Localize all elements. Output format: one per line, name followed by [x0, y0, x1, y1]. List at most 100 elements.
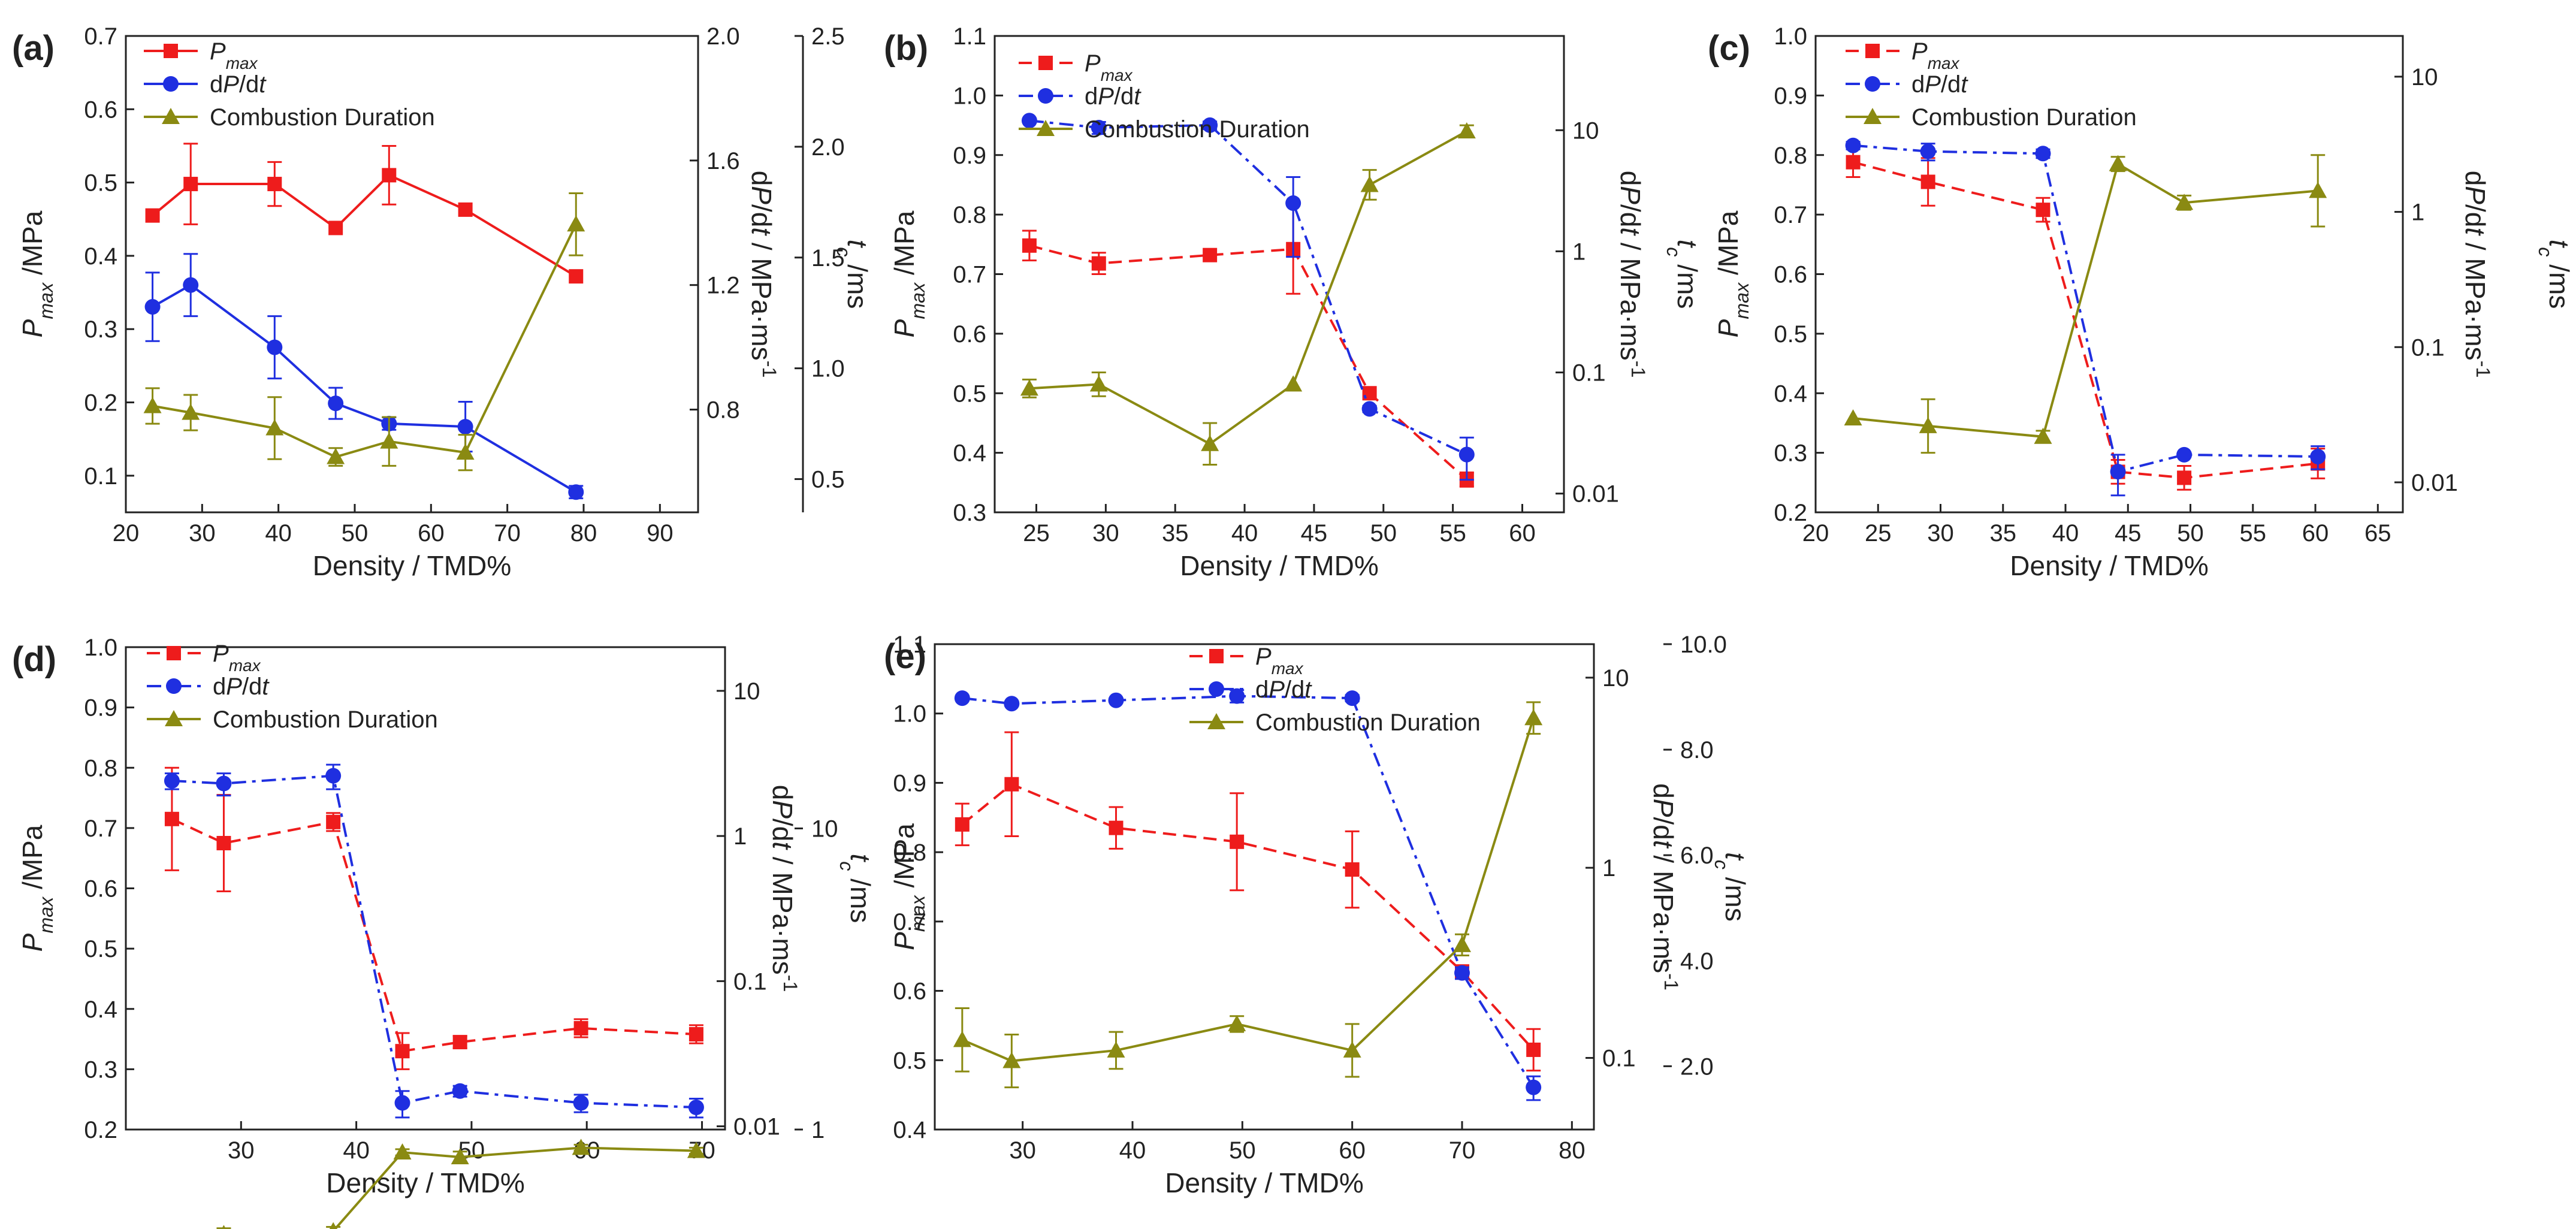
- panel-d: 30405060700.20.30.40.50.60.70.80.91.00.0…: [12, 635, 876, 1229]
- y1-tick-label: 0.5: [84, 936, 117, 962]
- data-point-pmax-5: [573, 1020, 588, 1035]
- x-tick-label: 40: [1231, 520, 1258, 546]
- y1-tick-label: 0.6: [84, 96, 117, 123]
- y1-tick-label: 0.2: [84, 390, 117, 416]
- panel-label: (c): [1708, 29, 1750, 68]
- y2-tick-label: 0.01: [1572, 481, 1619, 508]
- data-point-combustionduration-legend: [1207, 713, 1225, 729]
- series-line: [1029, 244, 1468, 481]
- y1-tick-label: 0.5: [84, 170, 117, 197]
- data-point-dpdt-6: [1526, 1079, 1542, 1095]
- data-point-pmax-4: [1345, 862, 1360, 877]
- x-tick-label: 40: [2052, 520, 2079, 546]
- series-line: [152, 224, 578, 458]
- y1-tick-label: 0.7: [84, 816, 117, 842]
- data-point-dpdt-1: [216, 775, 232, 792]
- x-tick-label: 50: [2177, 520, 2204, 546]
- data-point-dpdt-1: [1004, 696, 1020, 712]
- y2-tick-label: 10: [733, 678, 760, 705]
- y2-tick-label: 2.0: [706, 23, 740, 50]
- series-line: [1029, 130, 1467, 446]
- y2-tick-label: 1: [1602, 855, 1615, 881]
- y1-tick-label: 0.7: [1774, 202, 1807, 228]
- y1-tick-label: 0.2: [84, 1117, 117, 1143]
- data-point-combustionduration-4: [2175, 194, 2194, 210]
- series-dpdt: [164, 763, 704, 1119]
- plot-frame: [934, 643, 1595, 1131]
- legend-label: Pmax: [210, 38, 258, 73]
- y1-tick-label: 0.6: [893, 979, 926, 1005]
- data-point-dpdt-legend: [1865, 76, 1880, 92]
- series-line: [171, 817, 697, 1053]
- series-line: [962, 717, 1535, 1062]
- x-tick-label: 35: [1990, 520, 2017, 546]
- series-pmax: [145, 143, 584, 284]
- y1-tick-label: 0.5: [1774, 321, 1807, 348]
- data-point-combustionduration-5: [1457, 122, 1476, 138]
- data-point-combustionduration-6: [1524, 709, 1543, 726]
- data-point-combustionduration-4: [1360, 176, 1379, 192]
- data-point-dpdt-4: [1344, 690, 1360, 706]
- data-point-combustionduration-2: [329, 1222, 337, 1229]
- series-combustionduration: [1844, 154, 2327, 454]
- x-tick-label: 90: [647, 520, 674, 546]
- y1-tick-label: 0.8: [953, 202, 986, 228]
- y2-tick-label: 0.8: [706, 397, 740, 424]
- data-point-dpdt-1: [183, 277, 199, 293]
- data-point-dpdt-2: [325, 768, 342, 784]
- legend-label: Combustion Duration: [1911, 104, 2137, 131]
- data-point-dpdt-2: [267, 339, 283, 355]
- y1-tick-label: 0.5: [953, 381, 986, 407]
- y3-axis-title: tc /ms: [2535, 240, 2575, 309]
- y1-tick-label: 0.3: [84, 1056, 117, 1083]
- series-line: [171, 774, 697, 1109]
- series-line: [1029, 119, 1467, 456]
- x-tick-label: 40: [343, 1137, 370, 1164]
- y1-tick-label: 0.1: [84, 463, 117, 490]
- panel-b: 25 30 35 40 45 50 55 60 0.3 0.4 0.5 0.6 0.7 0.8 0.9 1.0…: [884, 23, 1703, 581]
- data-point-dpdt-5: [1454, 965, 1470, 981]
- y1-tick-label: 1.0: [953, 83, 986, 109]
- y1-tick-label: 0.6: [84, 876, 117, 902]
- panel-a: 20 30 40 50 60 70 80 90 0.1 0.2 0.3 0.4 0.5 0.6 0.7 0.8…: [12, 23, 873, 581]
- x-tick-label: 55: [2240, 520, 2267, 546]
- x-axis-title: Density / TMD%: [1180, 550, 1378, 581]
- series-line: [152, 173, 577, 277]
- series-line: [1853, 144, 2318, 473]
- data-point-pmax-2: [1203, 247, 1218, 262]
- x-tick-label: 70: [1449, 1137, 1476, 1164]
- x-tick-label: 50: [342, 520, 369, 546]
- y1-tick-label: 1.1: [893, 632, 926, 658]
- data-point-pmax-4: [2177, 470, 2192, 485]
- data-point-dpdt-5: [1458, 446, 1475, 463]
- data-point-combustionduration-3: [2109, 155, 2127, 171]
- y1-tick-label: 0.8: [84, 755, 117, 781]
- data-point-dpdt-3: [2110, 464, 2126, 480]
- x-tick-label: 80: [570, 520, 597, 546]
- data-point-combustionduration-0: [953, 1031, 971, 1047]
- x-tick-label: 60: [1509, 520, 1536, 546]
- y1-tick-label: 0.4: [1774, 381, 1807, 407]
- legend-label: dP/dt: [213, 674, 270, 700]
- data-point-dpdt-3: [1229, 688, 1245, 704]
- data-point-dpdt-2: [1202, 117, 1218, 133]
- data-point-combustionduration-4: [380, 432, 398, 449]
- y1-tick-label: 0.3: [84, 316, 117, 343]
- data-point-pmax-5: [458, 202, 473, 217]
- panel-e: 30 40 50 60 70 80 0.4 0.5 0.6 0.7 0.8 0.9 1.0 1.1 0.1 1…: [884, 632, 1751, 1198]
- data-point-combustionduration-5: [572, 1139, 590, 1155]
- data-point-dpdt-5: [457, 419, 473, 435]
- y3-tick-label: 6.0: [1680, 843, 1714, 869]
- data-point-dpdt-3: [394, 1095, 410, 1111]
- data-point-pmax-legend: [1038, 56, 1053, 70]
- data-point-pmax-0: [145, 208, 160, 223]
- data-point-dpdt-6: [688, 1100, 704, 1116]
- series-pmax: [164, 766, 703, 1070]
- data-point-pmax-1: [1091, 256, 1106, 271]
- data-point-pmax-3: [328, 221, 343, 235]
- y2-tick-label: 0.1: [733, 968, 767, 995]
- y1-tick-label: 1.0: [1774, 23, 1807, 50]
- data-point-pmax-1: [1920, 174, 1935, 189]
- y3-tick-label: 10: [811, 816, 838, 843]
- legend-label: Combustion Duration: [210, 104, 435, 131]
